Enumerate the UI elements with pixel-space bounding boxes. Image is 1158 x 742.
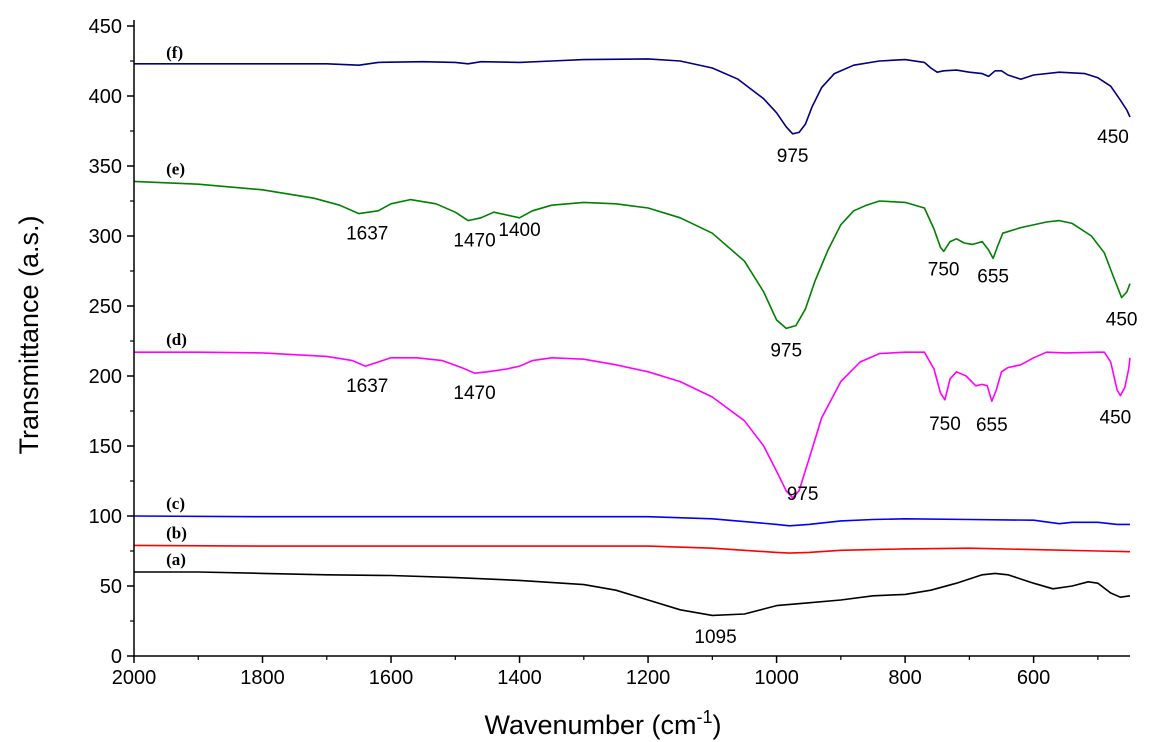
peak-label-e-975: 975 xyxy=(770,340,802,361)
peak-label-c-975: 975 xyxy=(787,484,819,505)
y-tick-label-50: 50 xyxy=(100,576,122,598)
y-tick-label-250: 250 xyxy=(89,296,122,318)
peak-label-f-975: 975 xyxy=(777,146,809,167)
series-label-a: (a) xyxy=(166,550,186,569)
peak-label-e-1470: 1470 xyxy=(453,231,495,252)
series-label-f: (f) xyxy=(166,43,183,62)
y-tick-label-350: 350 xyxy=(89,156,122,178)
x-tick-label-1200: 1200 xyxy=(626,667,671,689)
x-axis-title: Wavenumber (cm-1) xyxy=(484,707,721,740)
y-tick-label-200: 200 xyxy=(89,366,122,388)
x-tick-label-1800: 1800 xyxy=(240,667,285,689)
peak-label-d-1637: 1637 xyxy=(346,376,388,397)
x-tick-label-1400: 1400 xyxy=(497,667,542,689)
x-axis-title-end: ) xyxy=(713,710,722,740)
peak-label-f-450: 450 xyxy=(1097,127,1129,148)
y-tick-label-0: 0 xyxy=(111,646,122,668)
x-tick-label-1000: 1000 xyxy=(754,667,799,689)
x-tick-label-600: 600 xyxy=(1017,667,1050,689)
peak-label-e-1637: 1637 xyxy=(346,224,388,245)
peak-label-e-655: 655 xyxy=(977,266,1009,287)
series-line-a xyxy=(134,571,1131,617)
plot-series xyxy=(133,58,1131,617)
y-tick-label-300: 300 xyxy=(89,226,122,248)
series-line-e xyxy=(133,180,1131,330)
series-label-c: (c) xyxy=(166,494,185,513)
y-tick-label-100: 100 xyxy=(89,506,122,528)
series-labels: (a) (b) (c) (d) (e) (f) xyxy=(166,43,187,569)
peak-label-e-450: 450 xyxy=(1106,310,1138,331)
x-tick-label-800: 800 xyxy=(888,667,921,689)
peak-label-d-655: 655 xyxy=(976,415,1008,436)
peak-label-d-450: 450 xyxy=(1100,408,1132,429)
y-tick-label-150: 150 xyxy=(89,436,122,458)
x-axis-title-main: Wavenumber (cm xyxy=(484,710,696,740)
y-tick-label-400: 400 xyxy=(89,86,122,108)
series-label-d: (d) xyxy=(166,330,187,349)
peak-label-d-750: 750 xyxy=(929,414,961,435)
y-tick-label-450: 450 xyxy=(89,16,122,38)
series-line-b xyxy=(133,544,1131,554)
peak-label-e-1400: 1400 xyxy=(498,220,540,241)
peak-label-e-750: 750 xyxy=(928,259,960,280)
x-axis-title-sup: -1 xyxy=(697,707,713,727)
x-tick-label-2000: 2000 xyxy=(112,667,157,689)
axes: 2000 1800 1600 1400 1200 1000 800 600 0 50 100 150 2… xyxy=(89,16,1130,689)
y-axis-title: Transmittance (a.s.) xyxy=(14,215,44,454)
series-label-e: (e) xyxy=(166,159,185,178)
series-line-d xyxy=(134,351,1131,499)
peak-label-a-1095: 1095 xyxy=(694,627,736,648)
peak-label-d-1470: 1470 xyxy=(453,383,495,404)
x-tick-label-1600: 1600 xyxy=(369,667,414,689)
series-label-b: (b) xyxy=(166,523,187,542)
series-line-c xyxy=(133,515,1130,527)
series-line-f xyxy=(134,58,1131,135)
